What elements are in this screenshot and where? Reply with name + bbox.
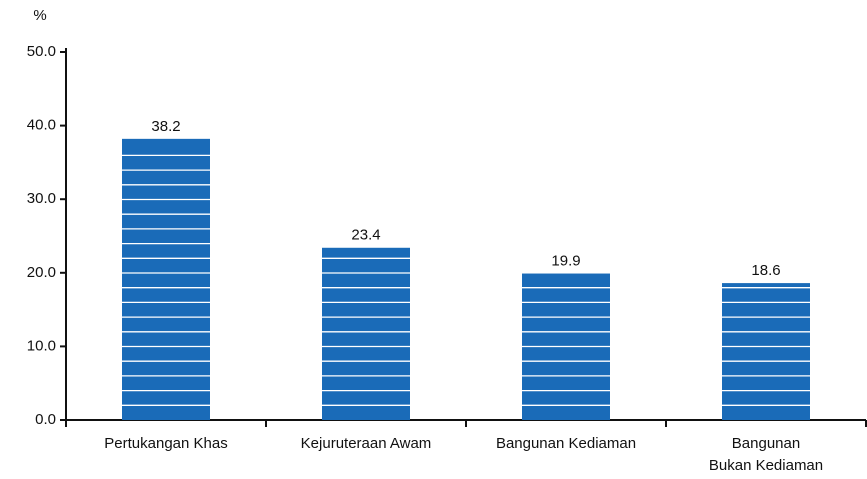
x-tick-label-line: Bukan Kediaman bbox=[709, 457, 823, 474]
x-tick-label-line: Bangunan bbox=[732, 435, 800, 452]
x-tick-label: Bangunan Bukan Kediaman bbox=[709, 435, 823, 474]
x-tick-label: Bangunan Kediaman bbox=[496, 435, 636, 452]
x-tick-label: Pertukangan Khas bbox=[104, 435, 227, 452]
value-label: 19.9 bbox=[551, 253, 580, 270]
y-tick-label: 0.0 bbox=[35, 411, 56, 428]
y-tick-label: 40.0 bbox=[27, 117, 56, 134]
y-tick-label: 20.0 bbox=[27, 264, 56, 281]
bar bbox=[122, 138, 210, 420]
bar bbox=[322, 247, 410, 420]
x-tick-label: Kejuruteraan Awam bbox=[301, 435, 432, 452]
value-label: 23.4 bbox=[351, 227, 380, 244]
y-tick-label: 10.0 bbox=[27, 337, 56, 354]
value-label: 38.2 bbox=[151, 118, 180, 135]
bar bbox=[722, 283, 810, 420]
y-tick-label: 30.0 bbox=[27, 190, 56, 207]
y-axis-label: % bbox=[33, 7, 46, 24]
y-tick-label: 50.0 bbox=[27, 43, 56, 60]
value-label: 18.6 bbox=[751, 262, 780, 279]
